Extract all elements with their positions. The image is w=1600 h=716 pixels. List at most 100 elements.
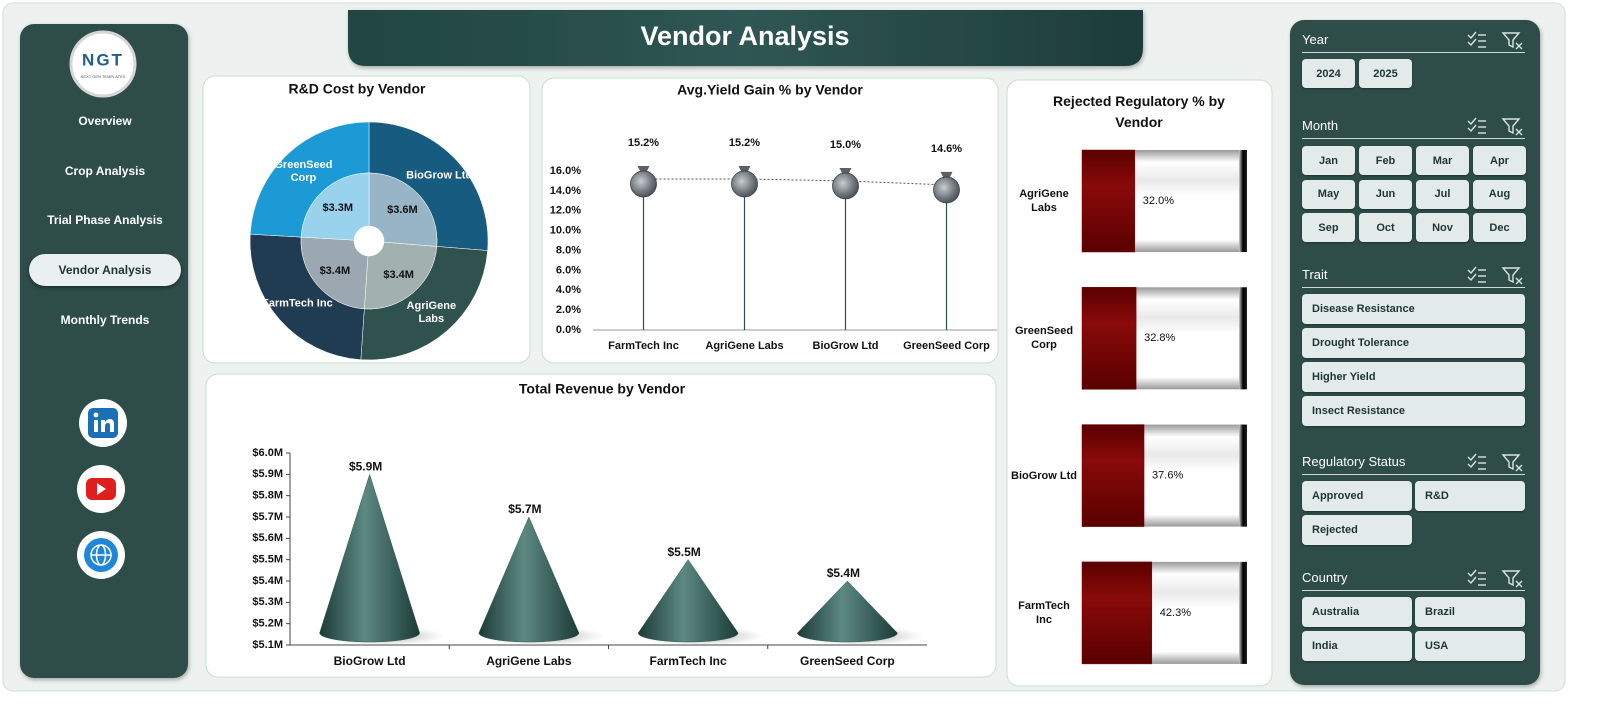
- slicer-icons: [1466, 452, 1526, 472]
- y-tick-label: $5.1M: [252, 639, 283, 651]
- slicer-title: Year: [1302, 32, 1329, 47]
- youtube-icon[interactable]: [77, 465, 125, 513]
- x-tick-label: GreenSeed Corp: [903, 340, 990, 352]
- nav-item[interactable]: Crop Analysis: [64, 163, 146, 178]
- y-tick-label: 2.0%: [556, 304, 581, 316]
- slicer-button[interactable]: 2024: [1302, 59, 1355, 88]
- slicer-icon[interactable]: [1466, 30, 1526, 50]
- slicer-button[interactable]: Sep: [1302, 213, 1355, 242]
- value-label: $3.3M: [322, 201, 354, 214]
- bar: [1081, 287, 1137, 390]
- value-label: 15.2%: [628, 137, 659, 149]
- logo-tagline: NEXT GEN TEMPLATES: [81, 74, 126, 79]
- slicer-button[interactable]: Jan: [1302, 146, 1355, 175]
- chart-title: Avg.Yield Gain % by Vendor: [677, 81, 863, 98]
- cone: [478, 516, 580, 643]
- value-label: 15.0%: [830, 139, 861, 151]
- slicer-button[interactable]: Drought Tolerance: [1302, 328, 1525, 358]
- website-icon[interactable]: [77, 531, 125, 579]
- slicer-rule: [1302, 52, 1525, 53]
- value-label: $3.4M: [319, 265, 351, 278]
- y-tick-label: 14.0%: [550, 185, 581, 197]
- slicer-button[interactable]: 2025: [1359, 59, 1412, 88]
- slicer-button[interactable]: R&D: [1415, 481, 1525, 511]
- slicer-title: Country: [1302, 570, 1348, 585]
- value-label: $5.5M: [667, 545, 700, 559]
- card: [541, 77, 999, 364]
- y-tick-label: $5.3M: [252, 596, 283, 608]
- slicer-button[interactable]: Australia: [1302, 597, 1412, 627]
- slicer-button[interactable]: Oct: [1359, 213, 1412, 242]
- slicer-button[interactable]: Rejected: [1302, 515, 1412, 545]
- slicer-icon[interactable]: [1466, 452, 1526, 472]
- y-tick-label: 4.0%: [556, 284, 581, 296]
- bar: [1081, 561, 1153, 665]
- nav-item[interactable]: Trial Phase Analysis: [47, 213, 163, 228]
- x-tick-label: FarmTech Inc: [608, 340, 679, 352]
- value-label: 37.6%: [1152, 470, 1183, 482]
- nav-item[interactable]: Overview: [78, 114, 132, 128]
- value-label: $5.7M: [508, 502, 541, 516]
- slicer-button[interactable]: May: [1302, 179, 1355, 209]
- slicer-icons: [1466, 265, 1526, 285]
- value-label: 32.0%: [1143, 195, 1174, 207]
- y-tick-label: 6.0%: [556, 264, 581, 276]
- value-label: $3.6M: [387, 204, 418, 217]
- slicer-rule: [1302, 590, 1525, 591]
- money-bag: [731, 170, 758, 198]
- y-tick-label: $5.5M: [252, 554, 283, 566]
- slicer-button[interactable]: Feb: [1359, 146, 1412, 175]
- slicer-button[interactable]: Brazil: [1415, 597, 1525, 627]
- value-label: 42.3%: [1160, 607, 1191, 619]
- y-tick-label: GreenSeed Corp: [1014, 325, 1074, 352]
- value-label: 14.6%: [931, 143, 962, 155]
- value-label: $5.4M: [827, 566, 860, 580]
- slicer-icons: [1466, 30, 1526, 50]
- slicer-rule: [1302, 138, 1525, 139]
- bar: [1081, 149, 1136, 253]
- bag-knot: [940, 171, 953, 178]
- nav-item[interactable]: Monthly Trends: [60, 312, 150, 327]
- slicer-icons: [1466, 116, 1526, 136]
- bag-knot: [738, 165, 751, 172]
- x-tick-label: BioGrow Ltd: [813, 340, 879, 352]
- chart-title: R&D Cost by Vendor: [288, 80, 426, 97]
- money-bag: [933, 176, 960, 204]
- slicer-button[interactable]: Jun: [1359, 179, 1412, 209]
- value-label: $5.9M: [349, 460, 382, 474]
- slicer-button[interactable]: Apr: [1473, 146, 1526, 175]
- slicer-button[interactable]: Mar: [1416, 146, 1469, 175]
- x-tick-label: AgriGene Labs: [705, 340, 783, 352]
- slicer-button[interactable]: USA: [1415, 631, 1525, 661]
- slicer-button[interactable]: Approved: [1302, 481, 1412, 511]
- slice-label: FarmTech Inc: [261, 297, 333, 310]
- slicer-button[interactable]: India: [1302, 631, 1412, 661]
- nav-item[interactable]: Vendor Analysis: [29, 254, 181, 287]
- slicer-button[interactable]: Nov: [1416, 213, 1469, 242]
- inner-slice: [300, 236, 369, 310]
- slicer-icon[interactable]: [1466, 116, 1526, 136]
- slicer-button[interactable]: Higher Yield: [1302, 362, 1525, 392]
- slicer-button[interactable]: Insect Resistance: [1302, 396, 1525, 426]
- slicer-button[interactable]: Disease Resistance: [1302, 294, 1525, 324]
- slice-label: BioGrow Ltd: [406, 169, 473, 182]
- bag-knot: [839, 167, 852, 174]
- money-bag: [832, 172, 859, 200]
- slicer-icon[interactable]: [1466, 568, 1526, 588]
- y-tick-label: AgriGene Labs: [1019, 188, 1069, 214]
- linkedin-icon[interactable]: [79, 399, 127, 447]
- slicer-rule: [1302, 287, 1525, 288]
- slicer-button[interactable]: Aug: [1473, 179, 1526, 209]
- slicer-title: Month: [1302, 118, 1339, 133]
- y-tick-label: $5.7M: [252, 511, 283, 523]
- slice-label: AgriGene Labs: [406, 300, 457, 326]
- bag-knot: [637, 165, 650, 172]
- value-label: $3.4M: [383, 269, 414, 282]
- slicer-button[interactable]: Dec: [1473, 213, 1526, 242]
- slicer-rule: [1302, 474, 1525, 475]
- slicer-icon[interactable]: [1466, 265, 1526, 285]
- slicer-title: Trait: [1302, 267, 1328, 282]
- slicer-button[interactable]: Jul: [1416, 179, 1469, 209]
